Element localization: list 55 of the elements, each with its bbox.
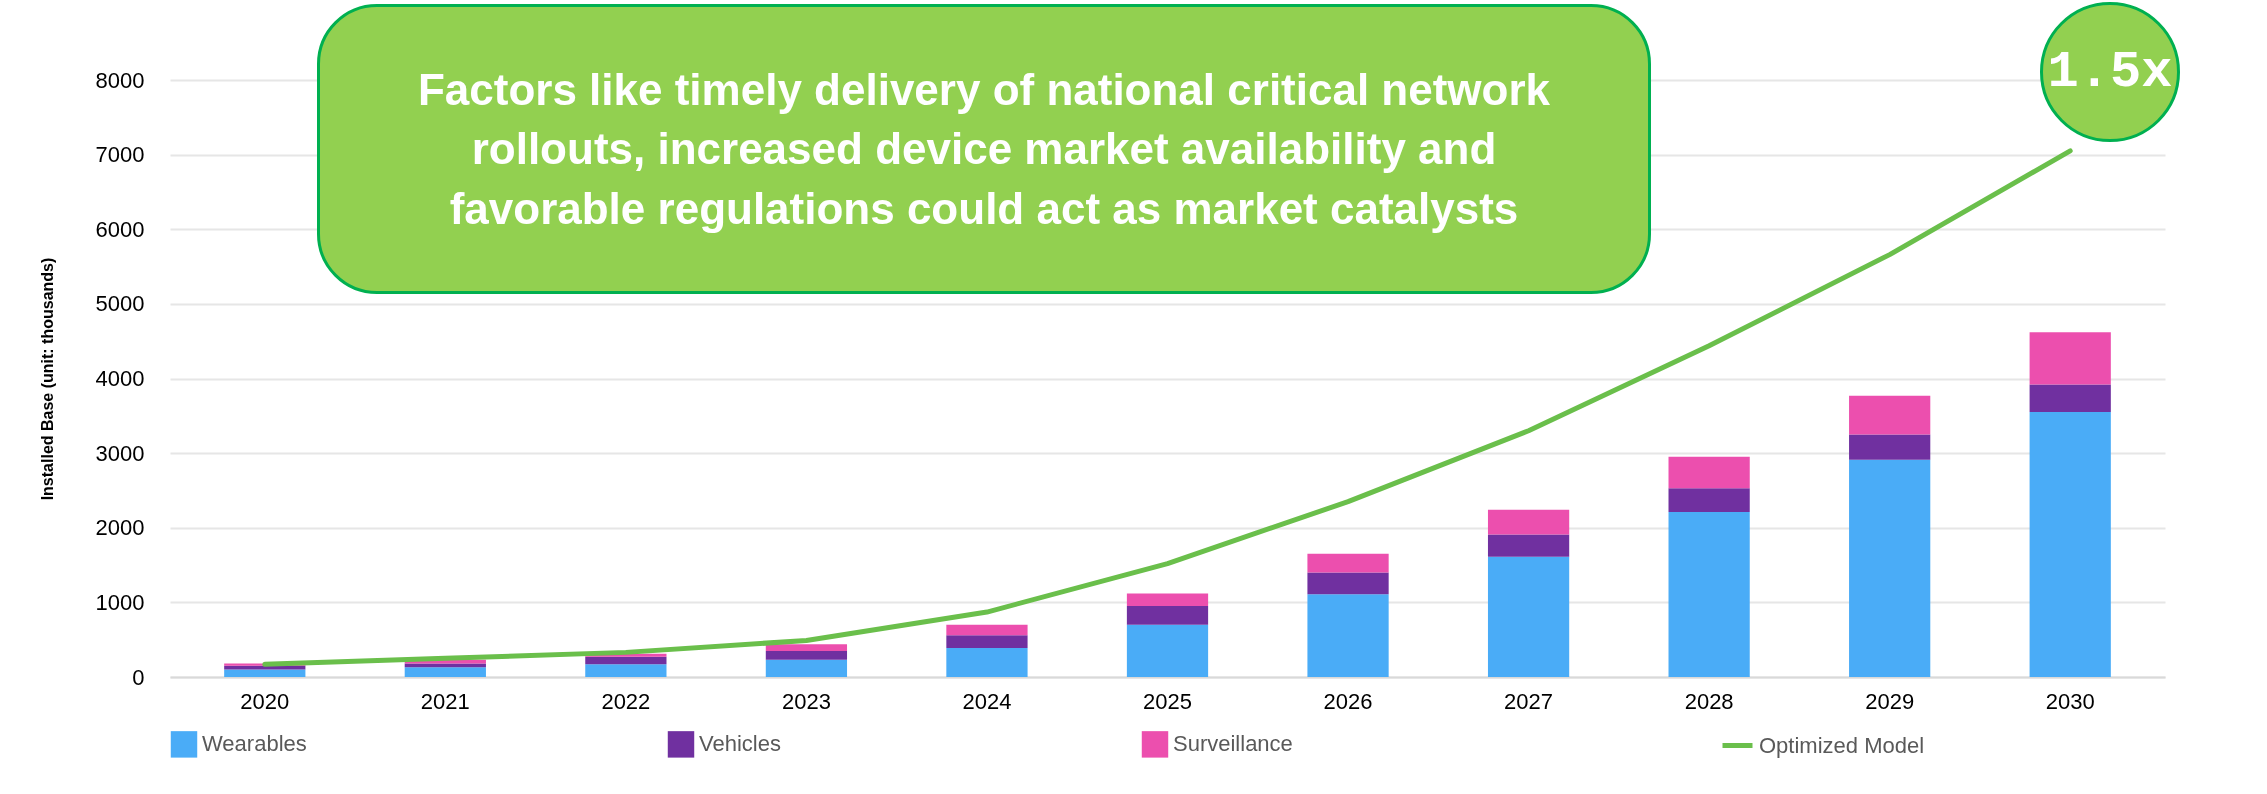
legend-label: Wearables — [202, 731, 307, 757]
x-tick-label: 2025 — [1143, 688, 1192, 714]
y-tick-label: 5000 — [95, 291, 145, 317]
y-tick-label: 8000 — [95, 67, 145, 93]
y-tick-label: 4000 — [95, 366, 145, 391]
bar — [585, 664, 667, 677]
bar — [1668, 512, 1750, 677]
x-tick-label: 2028 — [1684, 688, 1734, 714]
legend-label: Optimized Model — [1759, 732, 1925, 758]
bar — [1487, 509, 1570, 535]
bar — [765, 650, 848, 660]
bar — [2029, 412, 2111, 677]
y-tick-label: 0 — [132, 664, 145, 690]
x-tick-label: 2024 — [962, 688, 1012, 714]
bar — [1307, 572, 1389, 595]
bar — [1849, 434, 1931, 460]
bar — [404, 667, 486, 677]
y-axis-title: Installed Base (unit: thousands) — [38, 257, 56, 501]
y-tick-label: 2000 — [95, 515, 145, 541]
bar — [1126, 593, 1209, 607]
bar — [946, 624, 1028, 636]
bar — [2029, 384, 2111, 413]
legend-label: Vehicles — [699, 731, 781, 757]
x-tick-label: 2021 — [420, 688, 470, 714]
bar — [1668, 488, 1750, 513]
bar — [1849, 459, 1931, 677]
y-tick-label: 7000 — [95, 142, 145, 168]
bar — [1307, 594, 1389, 677]
x-tick-label: 2027 — [1504, 688, 1554, 714]
x-tick-label: 2023 — [781, 688, 831, 714]
bar — [946, 635, 1028, 648]
bar — [1849, 395, 1931, 435]
x-tick-label: 2026 — [1323, 688, 1373, 714]
bar — [1487, 556, 1570, 677]
x-tick-label: 2030 — [2045, 688, 2095, 714]
bar — [1126, 624, 1209, 677]
y-tick-label: 3000 — [95, 440, 145, 466]
bar — [585, 656, 667, 665]
bar — [2029, 332, 2111, 385]
bar — [224, 669, 306, 677]
bar — [1668, 456, 1750, 489]
x-tick-label: 2020 — [240, 688, 290, 714]
bar — [765, 644, 848, 651]
bar — [946, 647, 1028, 677]
callout-box: Factors like timely delivery of national critical network rollouts, increased device market availability and favorable regulations could act as market catalysts — [317, 4, 1651, 294]
bar — [1487, 534, 1570, 557]
y-tick-label: 6000 — [95, 216, 145, 242]
bar — [1307, 553, 1389, 573]
x-tick-label: 2022 — [601, 688, 651, 714]
bar — [1126, 606, 1209, 625]
bar — [765, 659, 848, 677]
y-tick-label: 1000 — [95, 589, 145, 615]
legend-label: Surveillance — [1173, 731, 1293, 757]
x-tick-label: 2029 — [1865, 688, 1915, 714]
bar — [224, 665, 306, 670]
